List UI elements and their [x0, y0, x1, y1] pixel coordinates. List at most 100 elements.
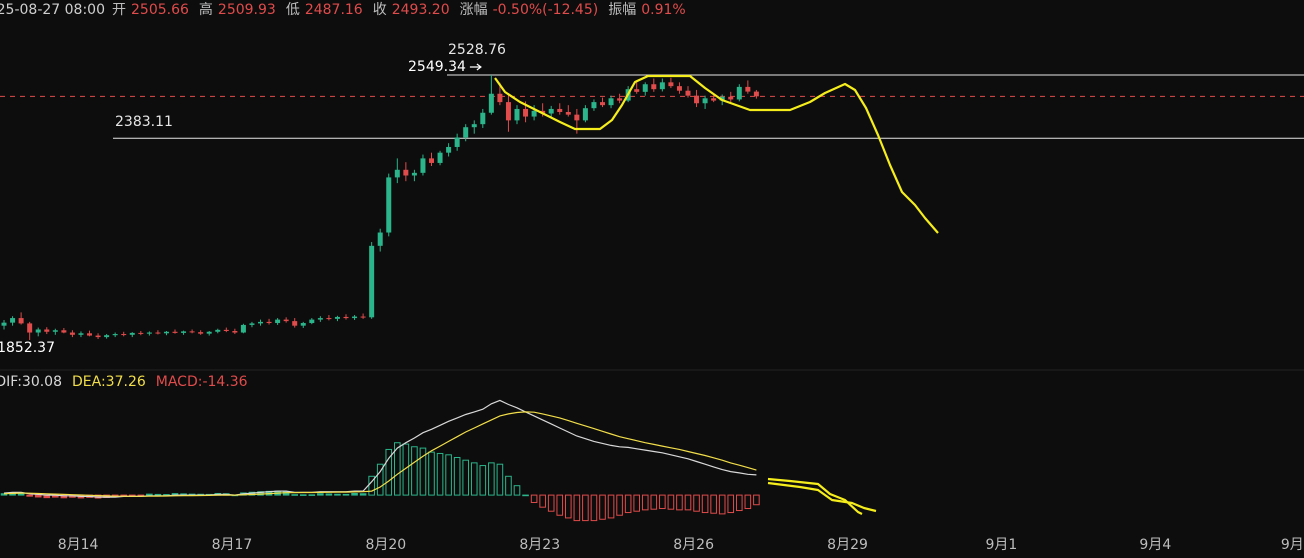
macd-bar	[684, 494, 692, 511]
macd-bar	[573, 494, 581, 522]
candle-body	[642, 84, 648, 92]
macd-bar	[34, 494, 42, 498]
macd-legend: MACD:-14.36	[156, 374, 248, 390]
candle-body	[497, 93, 503, 103]
header-value: 0.91%	[641, 2, 685, 18]
candle-body	[608, 98, 614, 106]
candle-body	[352, 316, 358, 319]
candle-body	[599, 102, 605, 106]
candle-body	[574, 114, 580, 121]
macd-bar	[334, 493, 341, 496]
macd-bar	[539, 494, 546, 508]
macd-bar	[564, 494, 572, 519]
x-tick-label: 8月29	[827, 537, 868, 553]
macd-bar	[428, 451, 435, 496]
macd-bar	[633, 494, 640, 512]
candle-body	[300, 323, 306, 326]
candle-body	[454, 137, 460, 147]
candle-body	[292, 321, 298, 326]
header-label: 收	[373, 2, 387, 18]
candle-body	[27, 323, 33, 333]
candle-body	[685, 90, 691, 96]
candle-body	[240, 324, 246, 333]
x-tick-label: 8月26	[673, 537, 714, 553]
candle-body	[634, 89, 640, 92]
x-tick-label: 9月1	[986, 537, 1018, 553]
macd-bar	[419, 447, 427, 496]
level-label: 2383.11	[115, 114, 173, 130]
candle-body	[377, 232, 383, 246]
header-value: 2493.20	[392, 2, 450, 18]
candle-body	[121, 334, 127, 336]
candle-body	[488, 93, 494, 113]
candle-body	[694, 95, 700, 104]
macd-bar	[530, 494, 538, 503]
candle-body	[138, 332, 144, 334]
header-label: 振幅	[608, 2, 636, 18]
header-label: 涨幅	[460, 2, 488, 18]
candle-body	[35, 329, 41, 333]
macd-bar	[351, 492, 358, 496]
macd-bar	[744, 494, 752, 510]
x-tick-label: 8月17	[212, 537, 253, 553]
macd-bar	[718, 494, 726, 515]
candle-body	[565, 111, 571, 115]
macd-bar	[710, 494, 717, 514]
freehand-line	[494, 74, 939, 234]
low-label: 1852.37	[0, 340, 55, 356]
candle-body	[420, 158, 426, 173]
macd-bar	[60, 494, 68, 499]
candle-body	[163, 331, 169, 334]
macd-bar	[317, 493, 324, 496]
candle-body	[702, 98, 708, 104]
macd-bar	[154, 493, 162, 496]
candle-body	[411, 172, 417, 176]
macd-bar	[163, 494, 170, 496]
macd-bar	[385, 448, 393, 496]
macd-line	[3, 411, 757, 497]
header-label: 低	[286, 2, 300, 18]
candle-body	[676, 86, 682, 91]
macd-bar	[453, 457, 461, 496]
header-label: 开	[112, 2, 126, 18]
candle-body	[198, 332, 204, 334]
macd-legend: DEA:37.26	[72, 374, 146, 390]
macd-bar	[496, 463, 504, 496]
macd-bar	[436, 452, 444, 496]
macd-bar	[667, 494, 675, 510]
macd-bar	[624, 494, 632, 514]
x-tick-label: 8月14	[58, 537, 99, 553]
candle-body	[736, 86, 742, 100]
candle-body	[95, 335, 101, 338]
candle-body	[369, 245, 375, 318]
candle-body	[249, 323, 255, 325]
macd-bar	[505, 475, 512, 496]
macd-bar	[342, 493, 350, 496]
candle-body	[181, 331, 187, 333]
candle-body	[283, 319, 289, 322]
macd-bar	[394, 442, 401, 496]
candle-body	[668, 82, 674, 87]
candle-body	[471, 124, 477, 128]
candle-body	[403, 169, 409, 176]
candle-body	[1, 322, 7, 326]
hand-drawing	[494, 74, 939, 515]
candle-body	[87, 333, 93, 336]
x-tick-label: 9月4	[1139, 537, 1171, 553]
candle-body	[112, 334, 118, 336]
x-tick-label: 8月23	[519, 537, 560, 553]
header-value: 2505.66	[131, 2, 189, 18]
candle-body	[548, 108, 554, 114]
candle-body	[206, 331, 212, 334]
macd-bar	[582, 494, 589, 522]
candle-body	[129, 332, 135, 335]
candle-body	[52, 330, 58, 332]
high-arrow	[469, 63, 482, 71]
candle-body	[617, 98, 623, 101]
macd-bar	[282, 491, 290, 496]
candle-body	[429, 158, 435, 163]
macd-bar	[556, 494, 564, 516]
candle-body	[446, 146, 452, 153]
macd-bar	[735, 494, 743, 512]
